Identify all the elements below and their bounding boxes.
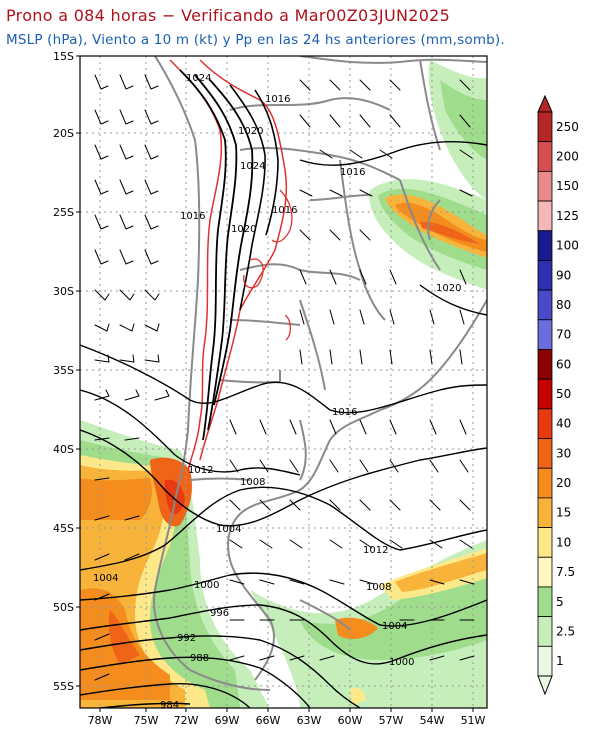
coastlines-borders [153,56,487,691]
colorbar-cell [537,260,553,291]
colorbar-label: 90 [556,268,571,282]
colorbar-label: 20 [556,476,571,490]
isobars [80,141,487,708]
isobar-label: 1012 [363,545,388,556]
isobar-label: 988 [190,653,209,664]
colorbar-label: 250 [556,120,579,134]
colorbar-cell [537,349,553,380]
colorbar-label: 125 [556,209,579,223]
colorbar-label: 200 [556,150,579,164]
colorbar-cell [537,616,553,647]
lat-label-55s: 55S [53,680,74,693]
isobar-label: 1004 [93,573,118,584]
isobar-label: 1020 [231,224,256,235]
lon-label-60w: 60W [338,714,363,727]
colorbar-label: 15 [556,506,571,520]
colorbar-label: 50 [556,387,571,401]
colorbar-label: 150 [556,179,579,193]
lat-label-20s: 20S [53,127,74,140]
isobar-label: 1000 [194,580,219,591]
colorbar-cell [537,170,553,202]
colorbar-label: 70 [556,328,571,342]
colorbar-top-triangle [537,94,553,113]
precip-colorbar: 250 200 150 125 100 90 80 70 60 50 40 30 20 15 10 7.5 5 2… [537,94,579,696]
lon-label-69w: 69W [215,714,240,727]
isobar-label: 1012 [188,465,213,476]
isobar-labels: 1024 1016 1020 1024 1016 1016 1020 1016 … [93,73,461,711]
isobar-label: 1004 [216,524,241,535]
isobar-label: 1020 [238,126,263,137]
lat-label-25s: 25S [53,206,74,219]
lon-label-54w: 54W [420,714,445,727]
colorbar-cell [537,586,553,618]
lon-label-78w: 78W [88,714,113,727]
lon-label-72w: 72W [174,714,199,727]
colorbar-bottom-triangle [537,675,553,696]
isobar-label: 1008 [240,477,265,488]
lat-label-50s: 50S [53,601,74,614]
colorbar-label: 7.5 [556,565,575,579]
lat-label-15s: 15S [53,50,74,63]
colorbar-cell [537,408,553,439]
andes-contours [169,59,293,471]
isobar-label: 1004 [382,621,407,632]
isobar-label: 1016 [265,94,290,105]
isobar-label: 1020 [436,283,461,294]
wind-barbs [94,74,475,681]
colorbar-label: 100 [556,239,579,253]
colorbar-label: 30 [556,446,571,460]
colorbar-cell [537,556,553,588]
colorbar-cell [537,378,553,410]
colorbar-cell [537,497,553,528]
isobar-label: 1016 [272,205,297,216]
lat-label-30s: 30S [53,285,74,298]
colorbar-cell [537,230,553,261]
colorbar-cell [537,467,553,499]
map-subtitle: MSLP (hPa), Viento a 10 m (kt) y Pp en l… [6,32,505,48]
map-title: Prono a 084 horas − Verificando a Mar00Z… [6,6,451,25]
colorbar-label: 1 [556,654,564,668]
colorbar-label: 40 [556,417,571,431]
colorbar-cell [537,289,553,321]
colorbar-label: 2.5 [556,624,575,638]
colorbar-label: 5 [556,595,564,609]
colorbar-label: 10 [556,535,571,549]
isobar-label: 1016 [332,407,357,418]
colorbar-cell [537,645,553,677]
map-frame [79,55,488,709]
lat-label-40s: 40S [53,443,74,456]
isobar-label: 1008 [366,582,391,593]
isobar-label: 984 [160,700,179,711]
colorbar-cell [537,438,553,469]
isobar-label: 1024 [186,73,211,84]
isobar-label: 1016 [180,211,205,222]
lon-label-66w: 66W [256,714,281,727]
isobar-label: 1024 [240,161,265,172]
colorbar-label: 60 [556,357,571,371]
lon-label-51w: 51W [461,714,486,727]
isobar-label: 1000 [389,657,414,668]
isobar-label: 996 [210,608,229,619]
lon-label-57w: 57W [379,714,404,727]
lon-label-63w: 63W [297,714,322,727]
colorbar-cell [537,141,553,172]
lon-label-75w: 75W [134,714,159,727]
lat-label-45s: 45S [53,522,74,535]
precipitation-shading [80,60,487,708]
colorbar-cell [537,111,553,143]
colorbar-cell [537,200,553,232]
isobar-label: 992 [177,633,196,644]
colorbar-label: 80 [556,298,571,312]
colorbar-cell [537,527,553,558]
isobar-label: 1016 [340,167,365,178]
colorbar-cell [537,319,553,350]
lat-label-35s: 35S [53,364,74,377]
